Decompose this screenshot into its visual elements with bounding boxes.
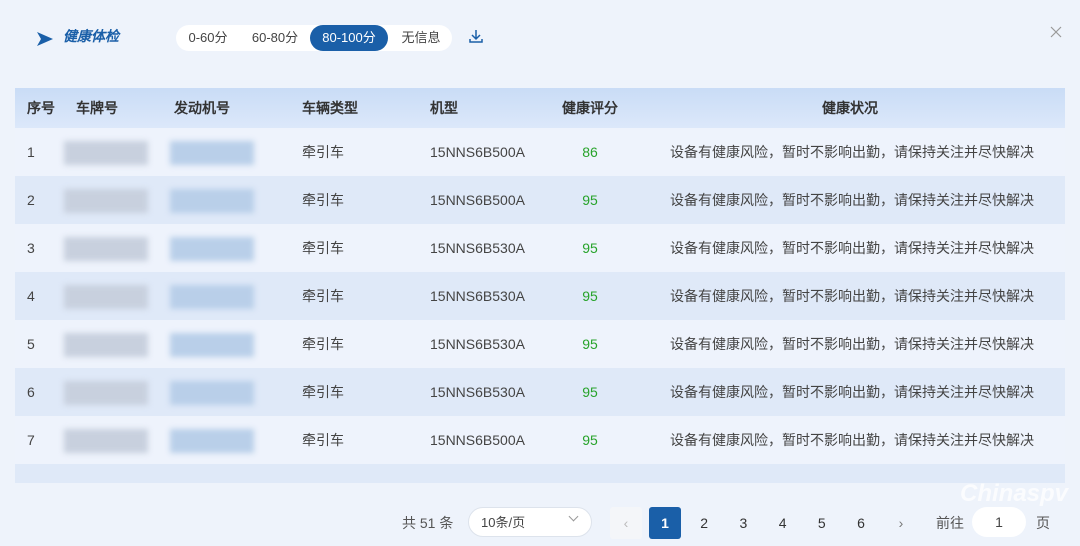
blurred-cell [64,285,148,309]
page-size-select[interactable]: 10条/页 [468,507,592,537]
table-row [15,464,1065,483]
logo-icon [37,32,53,46]
blurred-cell [64,381,148,405]
close-button[interactable] [1050,26,1062,38]
table-cell: 设备有健康风险，暂时不影响出勤，请保持关注并尽快解决 [670,432,1034,448]
table-cell: 4 [27,288,35,304]
table-cell: 15NNS6B530A [430,240,525,256]
goto-suffix: 页 [1036,515,1050,531]
goto-label: 前往 [936,515,964,531]
table-cell: 牵引车 [302,336,344,352]
tab[interactable]: 无信息 [401,30,441,45]
page-button[interactable]: 1 [649,507,681,539]
table-cell: 95 [582,192,598,208]
column-header: 健康状况 [822,100,878,116]
column-header: 序号 [27,100,55,116]
watermark: Chinaspv [960,480,1069,507]
table-cell: 牵引车 [302,384,344,400]
table-cell: 设备有健康风险，暂时不影响出勤，请保持关注并尽快解决 [670,384,1034,400]
table-cell: 7 [27,432,35,448]
table-cell: 95 [582,336,598,352]
table-cell: 设备有健康风险，暂时不影响出勤，请保持关注并尽快解决 [670,240,1034,256]
table-cell: 设备有健康风险，暂时不影响出勤，请保持关注并尽快解决 [670,288,1034,304]
table-cell: 5 [27,336,35,352]
download-button[interactable] [468,28,484,44]
table-cell: 86 [582,144,598,160]
table-cell: 设备有健康风险，暂时不影响出勤，请保持关注并尽快解决 [670,144,1034,160]
blurred-cell [170,429,254,453]
page-button[interactable]: 6 [857,515,865,531]
table-cell: 15NNS6B530A [430,336,525,352]
table-cell: 95 [582,240,598,256]
blurred-cell [64,141,148,165]
table-cell: 95 [582,384,598,400]
table-cell: 15NNS6B530A [430,384,525,400]
table-cell: 15NNS6B530A [430,288,525,304]
blurred-cell [170,285,254,309]
table-header [15,88,1065,128]
page-button[interactable]: 2 [700,515,709,531]
table-cell: 15NNS6B500A [430,432,525,448]
table-cell: 牵引车 [302,240,344,256]
table-cell: 2 [27,192,35,208]
column-header: 车辆类型 [302,100,358,116]
column-header: 机型 [430,100,458,116]
blurred-cell [64,333,148,357]
prev-button[interactable]: ‹ [610,507,642,539]
blurred-cell [170,141,254,165]
table-cell: 设备有健康风险，暂时不影响出勤，请保持关注并尽快解决 [670,192,1034,208]
table-cell: 牵引车 [302,432,344,448]
column-header: 车牌号 [76,100,118,116]
total-count: 共 51 条 [402,515,454,531]
goto-input[interactable]: 1 [972,507,1026,537]
blurred-cell [170,189,254,213]
table-cell: 95 [582,288,598,304]
blurred-cell [64,429,148,453]
table-cell: 牵引车 [302,192,344,208]
table-cell: 95 [582,432,598,448]
tab[interactable]: 0-60分 [188,30,228,45]
page-button[interactable]: 3 [739,515,748,531]
table-cell: 1 [27,144,35,160]
table-cell: 设备有健康风险，暂时不影响出勤，请保持关注并尽快解决 [670,336,1034,352]
table-cell: 15NNS6B500A [430,144,525,160]
tab[interactable]: 60-80分 [251,30,299,45]
column-header: 发动机号 [174,100,230,116]
table-cell: 6 [27,384,35,400]
title: 健康体检 [63,28,119,44]
blurred-cell [170,381,254,405]
table-cell: 牵引车 [302,288,344,304]
blurred-cell [64,189,148,213]
tab[interactable]: 80-100分 [310,25,388,51]
next-button[interactable]: › [898,515,904,531]
blurred-cell [64,237,148,261]
blurred-cell [170,237,254,261]
table-cell: 3 [27,240,35,256]
page-button[interactable]: 4 [778,515,787,531]
column-header: 健康评分 [562,100,618,116]
page-button[interactable]: 5 [817,515,826,531]
table-cell: 15NNS6B500A [430,192,525,208]
table-cell: 牵引车 [302,144,344,160]
blurred-cell [170,333,254,357]
